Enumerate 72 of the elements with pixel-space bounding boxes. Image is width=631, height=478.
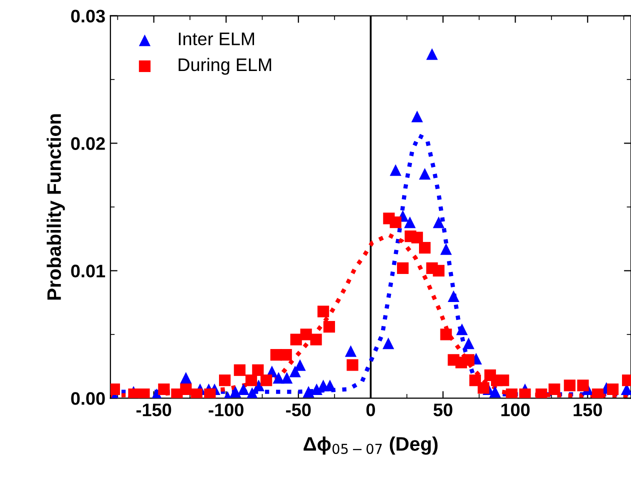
point: [432, 264, 444, 277]
point: [418, 168, 431, 180]
y-tick-label: 0.02: [71, 137, 105, 150]
point: [346, 359, 358, 371]
point: [302, 386, 314, 398]
x-tick-label: -150: [136, 404, 172, 416]
point: [382, 338, 394, 350]
legend-label: During ELM: [178, 58, 272, 75]
point: [281, 372, 293, 384]
point: [246, 387, 258, 398]
y-tick-label: 0.03: [71, 10, 105, 23]
point: [230, 386, 242, 398]
point: [519, 388, 531, 398]
x-tick-label: -50: [286, 404, 311, 416]
point: [418, 242, 431, 254]
point: [238, 383, 250, 396]
point: [577, 380, 589, 392]
point: [489, 386, 501, 398]
x-tick-label: 50: [434, 404, 452, 416]
point: [180, 372, 192, 384]
point: [252, 364, 264, 376]
point: [310, 383, 322, 396]
x-tick-label: 100: [501, 404, 530, 416]
point: [190, 388, 202, 398]
x-tick-label: 0: [366, 404, 375, 416]
point: [390, 164, 402, 176]
point: [390, 216, 402, 228]
point: [462, 354, 474, 366]
point: [204, 388, 216, 398]
point: [150, 388, 163, 398]
point: [411, 110, 423, 122]
point: [498, 374, 510, 386]
point: [426, 48, 438, 60]
point: [158, 383, 170, 396]
point: [411, 232, 423, 244]
point: [606, 383, 619, 396]
point: [234, 364, 246, 376]
point: [564, 380, 576, 392]
point: [344, 345, 357, 357]
point: [462, 338, 474, 350]
x-tick-label: 150: [574, 404, 602, 416]
point: [404, 216, 416, 228]
point: [245, 374, 258, 386]
point: [138, 388, 150, 398]
x-axis-title: Δϕ$_{05−07}$ (Deg): [304, 436, 438, 455]
point: [280, 349, 292, 361]
point: [260, 374, 272, 386]
point: [478, 382, 490, 394]
point: [272, 372, 284, 384]
point: [218, 374, 231, 386]
point: [440, 243, 452, 255]
y-axis-title: Probability Function: [46, 114, 65, 300]
point: [300, 328, 312, 340]
point: [317, 306, 330, 318]
point: [324, 380, 336, 392]
point: [548, 383, 560, 396]
legend-label: Inter ELM: [178, 32, 254, 46]
x-tick-label: -100: [208, 404, 244, 416]
point: [180, 383, 192, 396]
y-tick-label: 0.01: [71, 264, 106, 278]
y-tick-label: 0.00: [71, 392, 105, 405]
point: [432, 216, 444, 228]
point: [440, 328, 452, 340]
point: [592, 388, 604, 398]
point: [310, 334, 322, 346]
point: [290, 334, 302, 346]
point: [456, 324, 468, 336]
point: [448, 290, 460, 302]
point: [536, 388, 548, 398]
point: [506, 388, 518, 398]
point: [323, 320, 336, 333]
point: [397, 262, 409, 274]
